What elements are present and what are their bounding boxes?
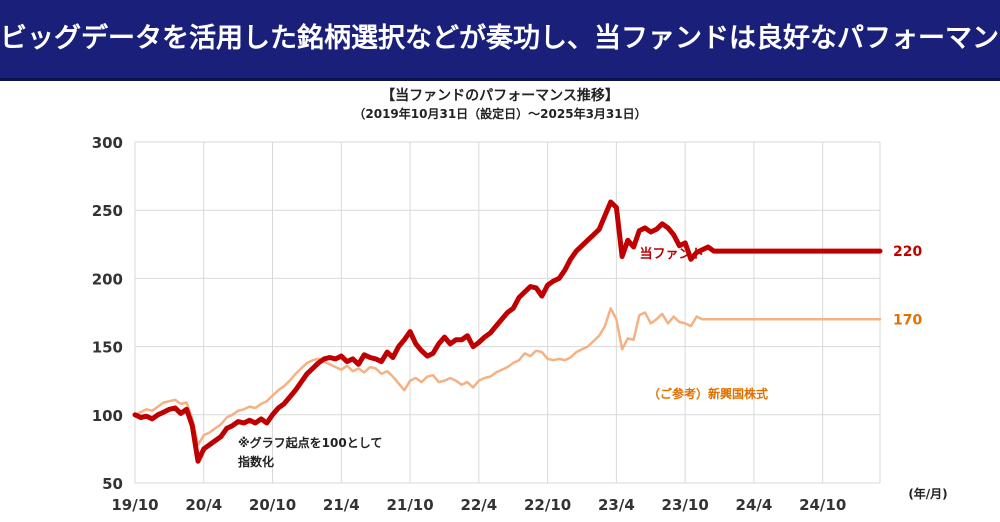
fund-end-value: 220 (893, 244, 922, 260)
y-tick-label: 150 (92, 339, 123, 357)
x-tick-label: 20/10 (249, 496, 296, 514)
x-axis: 19/10 20/4 20/10 21/4 21/10 22/4 22/10 23/4 23/1… (111, 496, 846, 514)
y-tick-label: 100 (92, 407, 123, 425)
x-tick-label: 21/10 (386, 496, 433, 514)
x-tick-label: 22/4 (460, 496, 497, 514)
x-tick-label: 24/4 (736, 496, 773, 514)
grid-lines (134, 141, 881, 484)
y-tick-label: 200 (92, 270, 123, 288)
x-tick-label: 19/10 (111, 496, 158, 514)
chart-title: 【当ファンドのパフォーマンス推移】 (381, 87, 619, 104)
fund-series-label: 当ファンド (639, 246, 704, 262)
x-tick-label: 23/4 (598, 496, 635, 514)
x-tick-label: 22/10 (524, 496, 571, 514)
benchmark-series-label: （ご参考）新興国株式 (648, 386, 768, 401)
series-labels: 当ファンド （ご参考）新興国株式 220 170 (639, 244, 922, 401)
chart-subtitle: （2019年10月31日（設定日）～2025年3月31日） (353, 106, 646, 121)
fund-series-line (132, 199, 883, 464)
y-tick-label: 50 (102, 475, 123, 493)
x-axis-unit-label: (年/月) (908, 486, 947, 501)
x-tick-label: 20/4 (185, 496, 222, 514)
index-note: ※グラフ起点を100として指数化 (238, 435, 382, 469)
benchmark-end-value: 170 (893, 312, 922, 328)
x-tick-label: 24/10 (799, 496, 846, 514)
series-lines (132, 199, 883, 464)
banner-title: ビッグデータを活用した銘柄選択などが奏功し、当ファンドは良好なパフォーマンス (0, 23, 1000, 54)
y-tick-label: 300 (92, 134, 123, 152)
y-axis: 50 100 150 200 250 300 (92, 134, 123, 493)
benchmark-series-line (133, 307, 882, 447)
x-tick-label: 23/10 (662, 496, 709, 514)
y-tick-label: 250 (92, 202, 123, 220)
x-tick-label: 21/4 (323, 496, 360, 514)
performance-chart: 【当ファンドのパフォーマンス推移】 （2019年10月31日（設定日）～2025… (92, 87, 948, 514)
header-banner: ビッグデータを活用した銘柄選択などが奏功し、当ファンドは良好なパフォーマンス (0, 0, 1000, 81)
